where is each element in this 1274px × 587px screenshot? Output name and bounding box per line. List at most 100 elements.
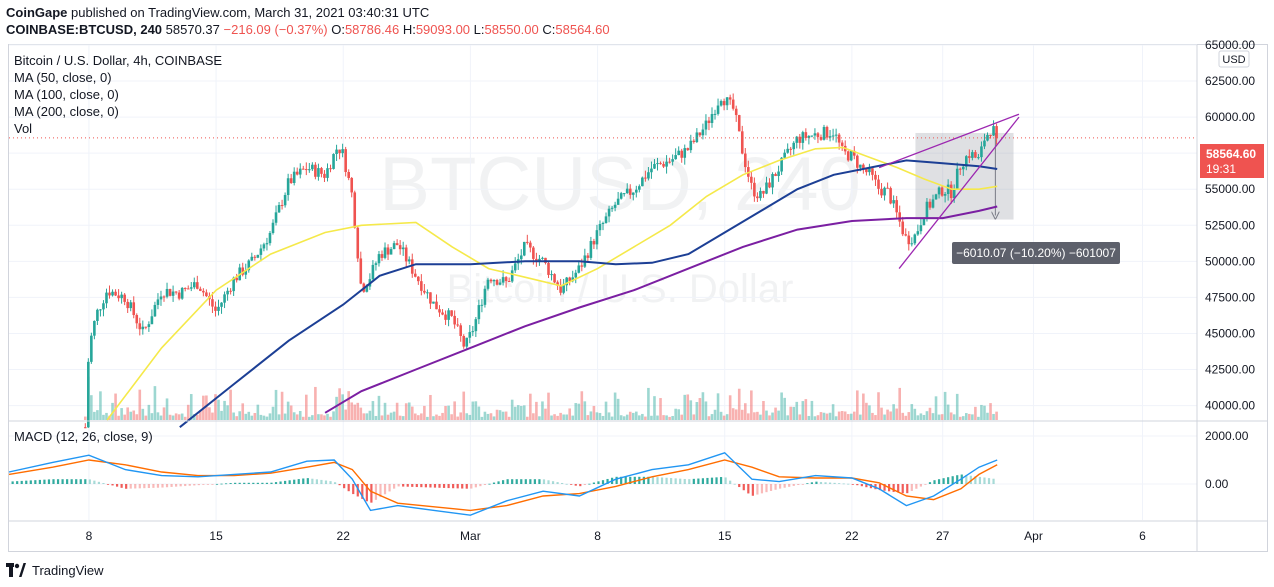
candle-body	[607, 208, 611, 217]
volume-bar	[622, 416, 626, 420]
macd-histogram-bar	[320, 479, 323, 484]
candle-body	[438, 309, 441, 313]
time-tick-label: 27	[936, 529, 950, 543]
volume-bar	[444, 405, 447, 420]
last-price-badge: 58564.60 19:31	[1200, 144, 1264, 178]
macd-histogram-bar	[215, 483, 219, 485]
chart-header: CoinGape published on TradingView.com, M…	[0, 0, 1274, 44]
macd-histogram-bar	[143, 484, 146, 489]
volume-bar	[580, 391, 584, 420]
volume-bar	[662, 415, 665, 420]
candle-body	[574, 272, 578, 278]
candle-body	[468, 332, 472, 338]
volume-bar	[931, 413, 935, 420]
price-tick-label: 65000.00	[1205, 38, 1255, 52]
macd-histogram-bar	[874, 484, 877, 490]
candle-body	[186, 288, 190, 290]
footer-brand[interactable]: TradingView	[32, 562, 104, 578]
candle-body	[580, 265, 584, 267]
volume-bar	[356, 402, 360, 420]
legend-ma100[interactable]: MA (100, close, 0)	[14, 87, 119, 102]
volume-bar	[474, 401, 478, 420]
macd-histogram-bar	[801, 484, 804, 485]
volume-bar	[526, 416, 529, 420]
macd-histogram-bar	[211, 484, 214, 485]
candle-body	[229, 290, 232, 292]
macd-histogram-bar	[293, 479, 296, 484]
volume-bar	[447, 405, 450, 420]
candle-body	[413, 273, 417, 277]
candle-body	[132, 302, 136, 316]
macd-histogram-bar	[769, 484, 773, 491]
macd-histogram-bar	[297, 479, 300, 484]
candle-body	[961, 166, 965, 170]
volume-bar	[992, 413, 995, 420]
macd-histogram-bar	[393, 484, 396, 489]
macd-histogram-bar	[306, 478, 309, 484]
candle-body	[320, 168, 323, 174]
macd-histogram-bar	[715, 477, 718, 484]
volume-bar	[389, 412, 393, 420]
candle-body	[383, 247, 387, 258]
candle-body	[601, 222, 605, 225]
macd-histogram-bar	[642, 476, 645, 484]
candle-body	[837, 134, 841, 143]
candle-body	[949, 184, 953, 199]
volume-bar	[162, 407, 166, 420]
legend-vol[interactable]: Vol	[14, 121, 33, 136]
volume-bar	[937, 414, 941, 420]
candle-body	[734, 108, 738, 116]
candle-body	[940, 187, 944, 196]
candle-body	[840, 142, 844, 146]
volume-bar	[538, 416, 541, 420]
volume-bar	[471, 401, 475, 420]
macd-histogram-bar	[665, 477, 668, 484]
volume-bar	[468, 414, 472, 420]
volume-bar	[211, 412, 214, 420]
macd-histogram-bar	[633, 476, 636, 484]
publisher-name[interactable]: CoinGape	[6, 5, 68, 20]
macd-histogram-bar	[965, 475, 968, 484]
candle-body	[992, 126, 995, 136]
candle-body	[740, 131, 744, 154]
macd-histogram-bar	[206, 484, 210, 485]
measure-tooltip: −6010.07 (−10.20%) −601007	[952, 242, 1120, 264]
volume-bar	[837, 411, 841, 420]
volume-bar	[510, 399, 514, 420]
macd-histogram-bar	[220, 483, 223, 485]
macd-legend[interactable]: MACD (12, 26, close, 9)	[14, 429, 153, 444]
volume-bar	[949, 412, 953, 420]
candle-body	[407, 259, 411, 262]
candle-body	[96, 309, 99, 321]
volume-bar	[550, 415, 553, 420]
candle-body	[332, 154, 335, 169]
candle-body	[825, 126, 829, 138]
currency-label[interactable]: USD	[1222, 54, 1245, 66]
candle-body	[462, 336, 466, 347]
candle-body	[883, 187, 886, 196]
macd-histogram-bar	[819, 481, 823, 484]
volume-bar	[577, 403, 581, 420]
candle-body	[259, 248, 263, 255]
legend-title[interactable]: Bitcoin / U.S. Dollar, 4h, COINBASE	[14, 53, 223, 68]
volume-bar	[559, 412, 562, 420]
volume-bar	[477, 406, 481, 420]
candle-body	[980, 146, 983, 158]
candle-body	[895, 200, 898, 213]
volume-bar	[989, 403, 992, 420]
macd-histogram-bar	[406, 484, 409, 487]
candle-body	[489, 279, 493, 282]
candle-body	[913, 234, 917, 244]
volume-bar	[489, 413, 493, 420]
macd-histogram-bar	[574, 484, 577, 486]
volume-bar	[856, 390, 859, 420]
legend-ma200[interactable]: MA (200, close, 0)	[14, 104, 119, 119]
volume-bar	[868, 405, 871, 420]
currency-button[interactable]: USD	[1218, 50, 1250, 68]
volume-bar	[922, 414, 926, 420]
macd-histogram-bar	[847, 483, 850, 485]
legend-ma50[interactable]: MA (50, close, 0)	[14, 70, 112, 85]
volume-bar	[465, 413, 469, 420]
candle-body	[737, 115, 741, 132]
